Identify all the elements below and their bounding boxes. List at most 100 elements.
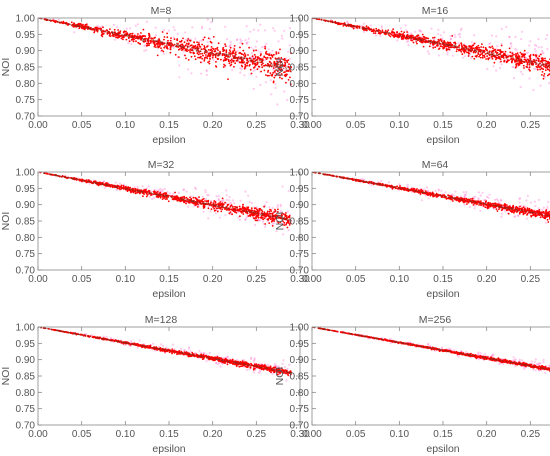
scatter-point-halo: [255, 75, 258, 78]
scatter-point-core: [74, 178, 76, 180]
scatter-point-core: [420, 38, 422, 41]
scatter-point: [166, 46, 168, 49]
scatter-point-core: [469, 49, 472, 51]
scatter-point: [283, 224, 286, 227]
panel-title: M=64: [422, 159, 449, 171]
scatter-point: [229, 55, 232, 57]
scatter-point: [504, 54, 507, 57]
scatter-point: [439, 45, 442, 48]
scatter-point: [181, 43, 184, 46]
scatter-point-halo: [528, 77, 531, 80]
scatter-point: [244, 63, 247, 66]
scatter-point: [274, 57, 277, 60]
scatter-point: [519, 62, 522, 65]
scatter-point-halo: [271, 207, 274, 210]
scatter-point: [542, 57, 544, 60]
scatter-point-core: [181, 199, 183, 201]
scatter-point: [212, 36, 215, 38]
scatter-point-halo: [405, 40, 408, 43]
scatter-point-core: [418, 38, 420, 41]
scatter-point-halo: [73, 31, 76, 34]
scatter-point-halo: [276, 204, 279, 207]
scatter-point: [193, 55, 196, 58]
scatter-point-core: [238, 58, 240, 60]
scatter-point: [542, 68, 545, 71]
scatter-point-halo: [228, 195, 231, 199]
scatter-point-core: [250, 61, 253, 63]
scatter-point-core: [77, 25, 80, 27]
scatter-point-core: [270, 215, 272, 218]
scatter-point: [501, 55, 503, 58]
scatter-point-core: [286, 219, 288, 221]
scatter-point: [286, 73, 288, 76]
scatter-point: [422, 45, 425, 48]
scatter-point: [221, 197, 224, 200]
scatter-point-halo: [206, 193, 209, 196]
scatter-point: [208, 60, 211, 63]
scatter-point: [271, 212, 273, 215]
scatter-point-core: [157, 39, 159, 41]
scatter-point-halo: [250, 52, 253, 55]
scatter-point-core: [462, 48, 464, 50]
scatter-point: [209, 57, 212, 60]
scatter-point: [165, 192, 168, 195]
scatter-point-halo: [537, 207, 540, 210]
scatter-point-halo: [281, 185, 284, 188]
scatter-point-core: [83, 26, 86, 28]
scatter-point-core: [505, 54, 508, 57]
scatter-point-halo: [442, 31, 446, 34]
scatter-point-core: [523, 61, 526, 63]
scatter-point: [139, 43, 142, 45]
scatter-point-core: [82, 26, 85, 28]
scatter-point: [260, 63, 263, 66]
scatter-point-halo: [133, 186, 136, 189]
scatter-point: [518, 212, 521, 215]
scatter-point: [134, 192, 137, 195]
scatter-point-halo: [115, 188, 118, 191]
scatter-point: [219, 50, 221, 53]
scatter-point: [169, 51, 172, 54]
scatter-point-halo: [202, 210, 205, 213]
scatter-point-halo: [288, 57, 292, 60]
scatter-point-core: [163, 43, 165, 45]
scatter-point: [180, 49, 183, 51]
scatter-point-halo: [486, 195, 489, 198]
scatter-point: [542, 59, 545, 62]
scatter-point: [161, 49, 163, 52]
scatter-point-core: [60, 21, 62, 24]
scatter-point-core: [446, 44, 449, 46]
scatter-point: [204, 200, 206, 202]
scatter-point-halo: [145, 187, 148, 190]
scatter-point: [233, 45, 236, 47]
scatter-point: [187, 59, 190, 61]
scatter-point-halo: [437, 189, 440, 192]
scatter-point: [281, 77, 283, 80]
scatter-point: [269, 212, 272, 215]
scatter-point-core: [117, 33, 119, 35]
scatter-point: [543, 65, 545, 68]
scatter-point: [193, 46, 195, 49]
scatter-point: [526, 214, 528, 216]
scatter-point: [524, 53, 526, 56]
x-tick-label: 0.30: [290, 274, 310, 285]
scatter-point-halo: [453, 194, 456, 197]
scatter-point: [85, 179, 88, 182]
scatter-point-core: [228, 56, 230, 59]
scatter-point: [287, 59, 290, 62]
scatter-point: [172, 198, 175, 201]
scatter-point-halo: [434, 189, 437, 192]
scatter-point: [339, 22, 341, 25]
scatter-point: [280, 73, 283, 75]
scatter-point: [277, 70, 279, 73]
scatter-point-core: [328, 20, 330, 23]
scatter-point-core: [455, 46, 457, 48]
scatter-point-core: [258, 61, 260, 63]
scatter-point-halo: [240, 39, 243, 42]
scatter-point: [272, 219, 275, 222]
scatter-point: [174, 53, 177, 56]
scatter-point-halo: [537, 38, 540, 41]
scatter-point: [177, 196, 180, 199]
scatter-point-halo: [541, 208, 544, 211]
scatter-point-halo: [273, 222, 276, 225]
scatter-point: [268, 74, 270, 77]
